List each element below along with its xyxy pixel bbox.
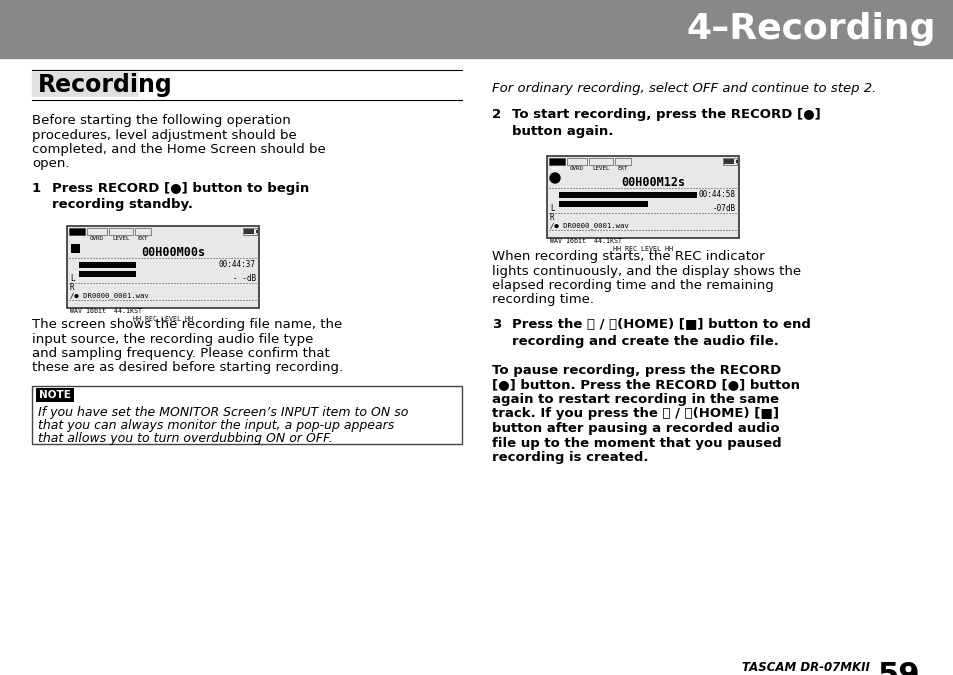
Text: completed, and the Home Screen should be: completed, and the Home Screen should be (32, 143, 325, 156)
Text: WAV: WAV (71, 236, 82, 241)
Bar (32, 72, 137, 96)
Bar (87, 228, 107, 235)
Text: recording time.: recording time. (492, 294, 594, 306)
Text: 2: 2 (492, 108, 500, 121)
Bar (32, 386, 461, 444)
Bar (548, 158, 564, 165)
Bar (722, 158, 737, 165)
Text: If you have set the MONITOR Screen’s INPUT item to ON so: If you have set the MONITOR Screen’s INP… (38, 406, 408, 419)
Text: that allows you to turn overdubbing ON or OFF.: that allows you to turn overdubbing ON o… (38, 432, 333, 445)
Text: EXT: EXT (618, 166, 628, 171)
Text: /● DR0000_0001.wav: /● DR0000_0001.wav (70, 292, 149, 298)
Text: R: R (550, 213, 554, 222)
Text: Press RECORD [●] button to begin: Press RECORD [●] button to begin (52, 182, 309, 195)
Text: L: L (550, 204, 554, 213)
Text: [●] button. Press the RECORD [●] button: [●] button. Press the RECORD [●] button (492, 379, 800, 391)
Text: 1: 1 (32, 182, 41, 195)
Text: LEVEL: LEVEL (592, 166, 609, 171)
Bar (67, 226, 258, 308)
Text: again to restart recording in the same: again to restart recording in the same (492, 393, 779, 406)
Text: recording and create the audio file.: recording and create the audio file. (512, 335, 778, 348)
Text: procedures, level adjustment should be: procedures, level adjustment should be (32, 128, 296, 142)
Bar (255, 230, 257, 233)
Bar (69, 228, 85, 235)
Text: 59: 59 (877, 661, 919, 675)
Text: For ordinary recording, select OFF and continue to step 2.: For ordinary recording, select OFF and c… (492, 82, 876, 95)
Text: recording standby.: recording standby. (52, 198, 193, 211)
Text: and sampling frequency. Please confirm that: and sampling frequency. Please confirm t… (32, 347, 330, 360)
Text: these are as desired before starting recording.: these are as desired before starting rec… (32, 362, 343, 375)
Text: WAV: WAV (551, 166, 561, 171)
Text: To pause recording, press the RECORD: To pause recording, press the RECORD (492, 364, 781, 377)
Text: 4–Recording: 4–Recording (686, 12, 935, 46)
Text: EXT: EXT (137, 236, 148, 241)
Text: NOTE: NOTE (39, 390, 71, 400)
Bar (0, 0, 953, 58)
Text: OVRD: OVRD (90, 236, 104, 241)
Text: 00:44:58: 00:44:58 (699, 190, 735, 199)
Bar (36, 388, 74, 402)
Bar (79, 271, 135, 277)
Text: button again.: button again. (512, 125, 613, 138)
Text: LEVEL: LEVEL (112, 236, 130, 241)
Text: WAV 16bit  44.1KST: WAV 16bit 44.1KST (70, 308, 142, 314)
Bar (588, 158, 613, 165)
Text: file up to the moment that you paused: file up to the moment that you paused (492, 437, 781, 450)
Text: 00H00M12s: 00H00M12s (620, 176, 684, 189)
Bar (244, 229, 253, 234)
Text: - -dB: - -dB (233, 274, 255, 283)
Bar (79, 262, 135, 268)
Text: input source, the recording audio file type: input source, the recording audio file t… (32, 333, 313, 346)
Text: button after pausing a recorded audio: button after pausing a recorded audio (492, 422, 779, 435)
Bar (71, 244, 80, 253)
Text: Before starting the following operation: Before starting the following operation (32, 114, 291, 127)
Text: HH REC LEVEL HH: HH REC LEVEL HH (613, 246, 672, 252)
Text: WAV 16bit  44.1KST: WAV 16bit 44.1KST (550, 238, 621, 244)
Text: OVRD: OVRD (569, 166, 583, 171)
Text: When recording starts, the REC indicator: When recording starts, the REC indicator (492, 250, 763, 263)
Text: Recording: Recording (38, 73, 172, 97)
Text: L: L (70, 274, 74, 283)
Bar (135, 228, 151, 235)
Text: Press the ⏻ / ⏸(HOME) [■] button to end: Press the ⏻ / ⏸(HOME) [■] button to end (512, 318, 810, 331)
Bar (243, 228, 256, 235)
Text: 00H00M00s: 00H00M00s (141, 246, 205, 259)
Bar (615, 158, 630, 165)
Text: lights continuously, and the display shows the: lights continuously, and the display sho… (492, 265, 801, 277)
Text: HH REC LEVEL HH: HH REC LEVEL HH (132, 316, 193, 322)
Text: The screen shows the recording file name, the: The screen shows the recording file name… (32, 318, 342, 331)
Text: track. If you press the ⏻ / ⏸(HOME) [■]: track. If you press the ⏻ / ⏸(HOME) [■] (492, 408, 779, 421)
Text: recording is created.: recording is created. (492, 451, 648, 464)
Text: TASCAM DR-07MKII: TASCAM DR-07MKII (741, 661, 869, 674)
Bar (546, 156, 739, 238)
Bar (558, 201, 647, 207)
Text: R: R (70, 283, 74, 292)
Bar (109, 228, 132, 235)
Text: that you can always monitor the input, a pop-up appears: that you can always monitor the input, a… (38, 419, 394, 432)
Text: To start recording, press the RECORD [●]: To start recording, press the RECORD [●] (512, 108, 820, 121)
Circle shape (550, 173, 559, 183)
Text: 3: 3 (492, 318, 500, 331)
Text: open.: open. (32, 157, 70, 171)
Bar (558, 192, 696, 198)
Bar (735, 160, 738, 163)
Text: /● DR0000_0001.wav: /● DR0000_0001.wav (550, 222, 628, 229)
Text: 00:44:37: 00:44:37 (219, 260, 255, 269)
Text: -07dB: -07dB (712, 204, 735, 213)
Bar (566, 158, 586, 165)
Text: elapsed recording time and the remaining: elapsed recording time and the remaining (492, 279, 773, 292)
Bar (723, 159, 733, 164)
